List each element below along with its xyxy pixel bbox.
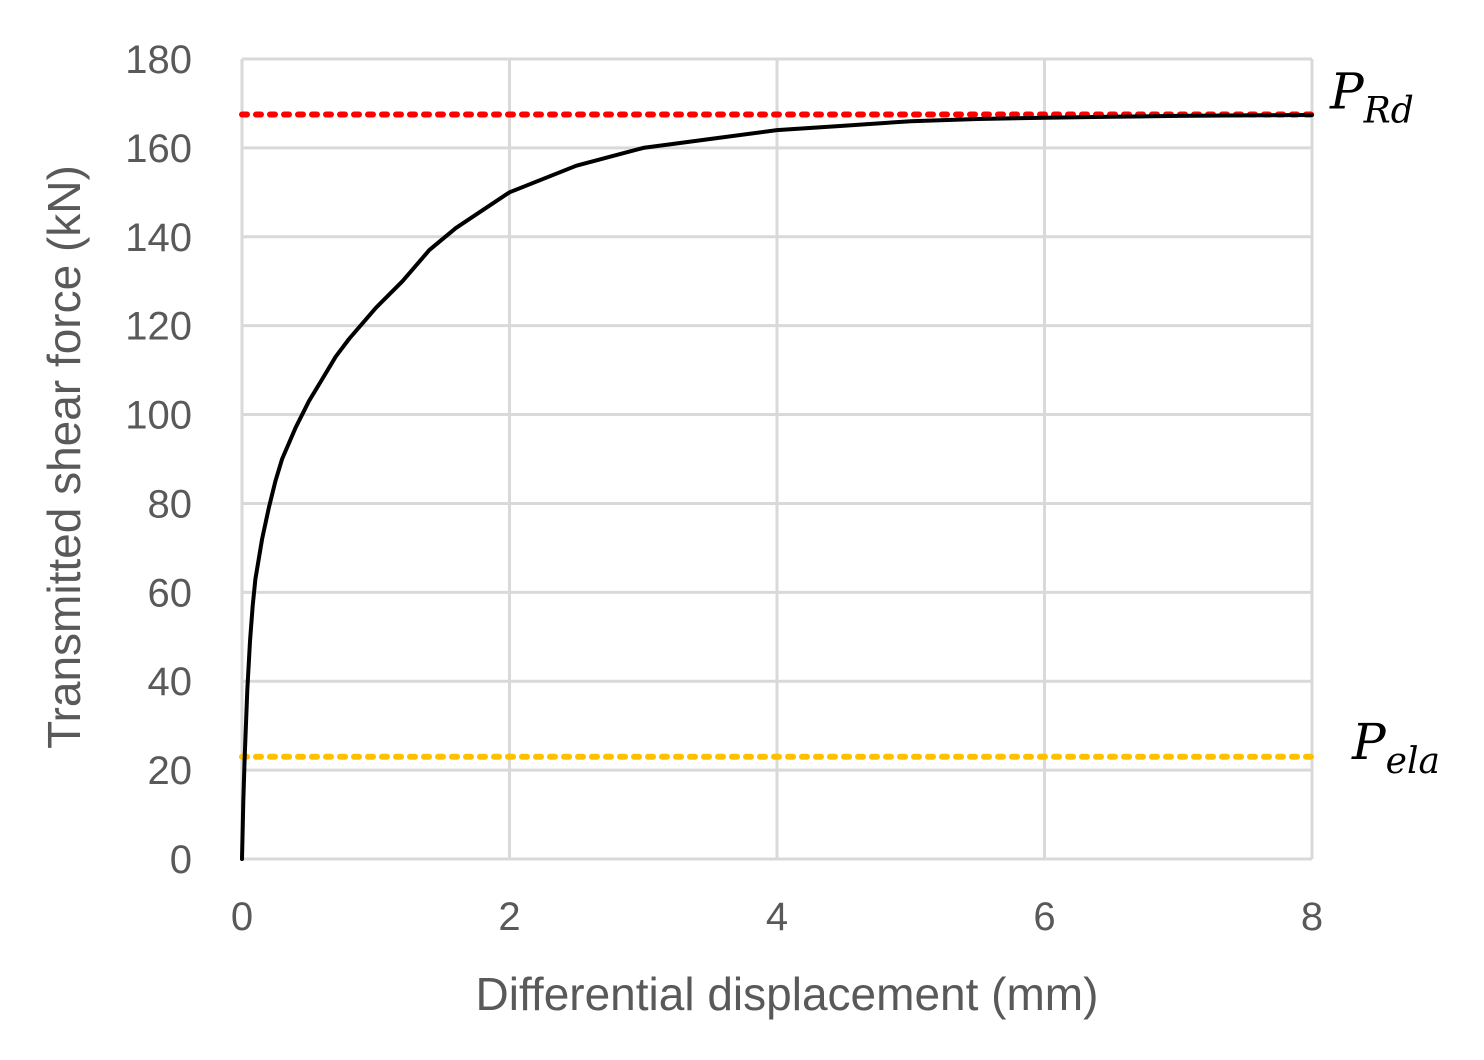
x-tick-label: 2 <box>498 895 520 939</box>
y-tick-label: 100 <box>125 394 192 438</box>
y-tick-label: 160 <box>125 127 192 171</box>
x-axis-title: Differential displacement (mm) <box>476 968 1099 1020</box>
x-tick-label: 6 <box>1033 895 1055 939</box>
y-tick-label: 60 <box>148 571 193 615</box>
y-tick-label: 140 <box>125 216 192 260</box>
y-tick-label: 180 <box>125 38 192 82</box>
x-tick-label: 8 <box>1301 895 1323 939</box>
y-tick-label: 20 <box>148 749 193 793</box>
reference-line-label: PRd <box>1329 63 1414 132</box>
reference-lines: PRd Pela <box>239 63 1440 782</box>
data-series-line <box>240 113 1314 861</box>
reference-line-label: Pela <box>1351 713 1440 782</box>
y-axis-title: Transmitted shear force (kN) <box>38 165 90 749</box>
series <box>240 113 1314 861</box>
y-tick-label: 80 <box>148 482 193 526</box>
grid <box>240 57 1314 861</box>
y-tick-label: 0 <box>170 838 192 882</box>
y-tick-label: 40 <box>148 660 193 704</box>
x-tick-label: 4 <box>766 895 788 939</box>
tick-labels: 0 20 40 60 80 100 120 140 160 180 0 2 4 6 8 <box>125 38 1323 939</box>
x-tick-label: 0 <box>231 895 253 939</box>
y-tick-label: 120 <box>125 305 192 349</box>
